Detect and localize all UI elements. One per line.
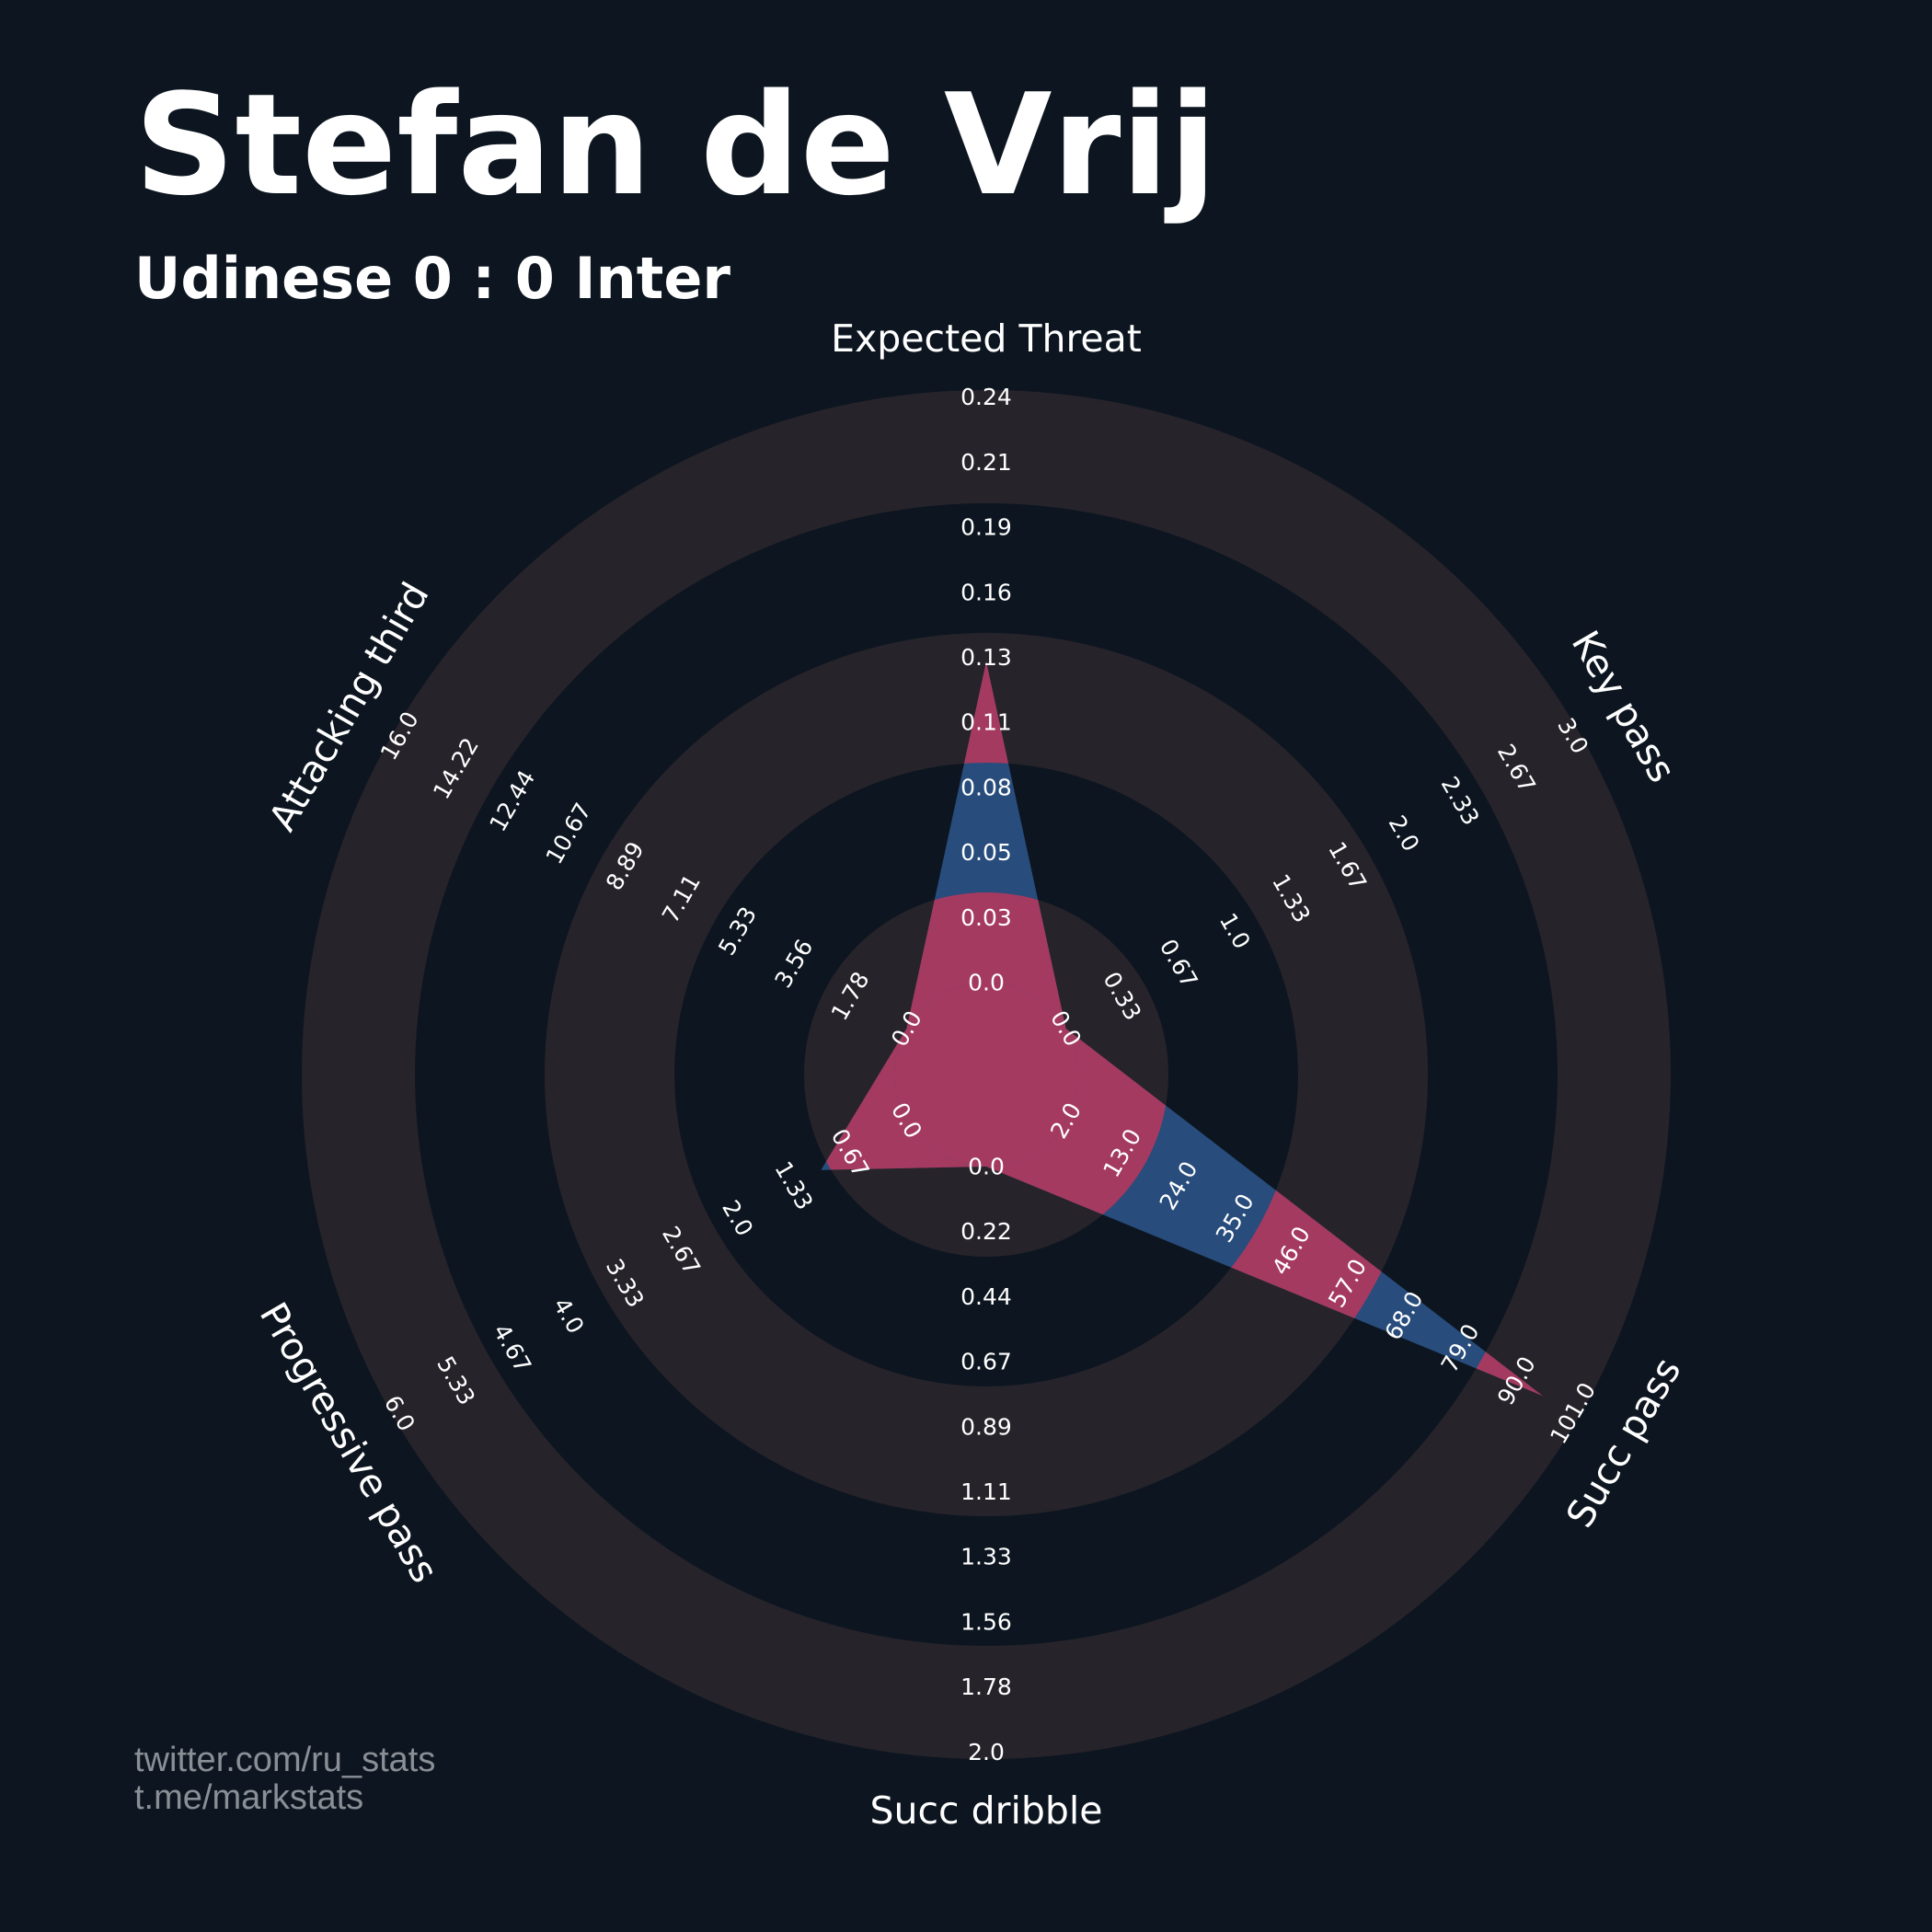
page-title: Stefan de Vrij xyxy=(134,63,1217,226)
tick-label: 0.24 xyxy=(960,384,1012,410)
match-subtitle: Udinese 0 : 0 Inter xyxy=(134,245,731,312)
tick-label: 0.0 xyxy=(968,970,1005,996)
credit-telegram: t.me/markstats xyxy=(134,1778,364,1817)
tick-label: 0.67 xyxy=(960,1349,1012,1375)
tick-label: 1.0 xyxy=(1214,909,1256,954)
tick-label: 1.11 xyxy=(960,1478,1012,1505)
tick-label: 0.89 xyxy=(960,1413,1012,1440)
param-label: Expected Threat xyxy=(831,316,1142,361)
tick-label: 0.21 xyxy=(960,449,1012,476)
tick-label: 10.67 xyxy=(541,799,597,868)
tick-label: 0.16 xyxy=(960,579,1012,605)
tick-label: 1.33 xyxy=(960,1544,1012,1570)
tick-label: 3.56 xyxy=(769,935,818,993)
tick-label: 0.13 xyxy=(960,644,1012,671)
tick-label: 0.44 xyxy=(960,1283,1012,1310)
tick-label: 0.0 xyxy=(968,1154,1005,1180)
tick-label: 0.67 xyxy=(1155,935,1203,993)
tick-label: 0.19 xyxy=(960,514,1012,541)
tick-label: 0.03 xyxy=(960,904,1012,931)
tick-label: 0.11 xyxy=(960,709,1012,736)
tick-label: 0.22 xyxy=(960,1218,1012,1245)
tick-label: 0.05 xyxy=(960,839,1012,866)
tick-label: 0.08 xyxy=(960,774,1012,800)
radar-center xyxy=(894,983,1078,1167)
radar-polygon xyxy=(821,661,1543,1397)
tick-label: 2.0 xyxy=(717,1196,758,1241)
credits: twitter.com/ru_stats t.me/markstats xyxy=(134,1742,435,1817)
param-label: Succ dribble xyxy=(869,1788,1102,1833)
tick-label: 1.56 xyxy=(960,1608,1012,1635)
tick-label: 2.0 xyxy=(1384,811,1425,856)
tick-label: 1.78 xyxy=(960,1673,1012,1700)
radar-ring xyxy=(545,633,1428,1516)
credit-twitter: twitter.com/ru_stats xyxy=(134,1741,436,1779)
tick-label: 4.0 xyxy=(548,1294,590,1339)
tick-label: 1.33 xyxy=(769,1156,818,1214)
tick-label: 2.0 xyxy=(968,1739,1005,1765)
